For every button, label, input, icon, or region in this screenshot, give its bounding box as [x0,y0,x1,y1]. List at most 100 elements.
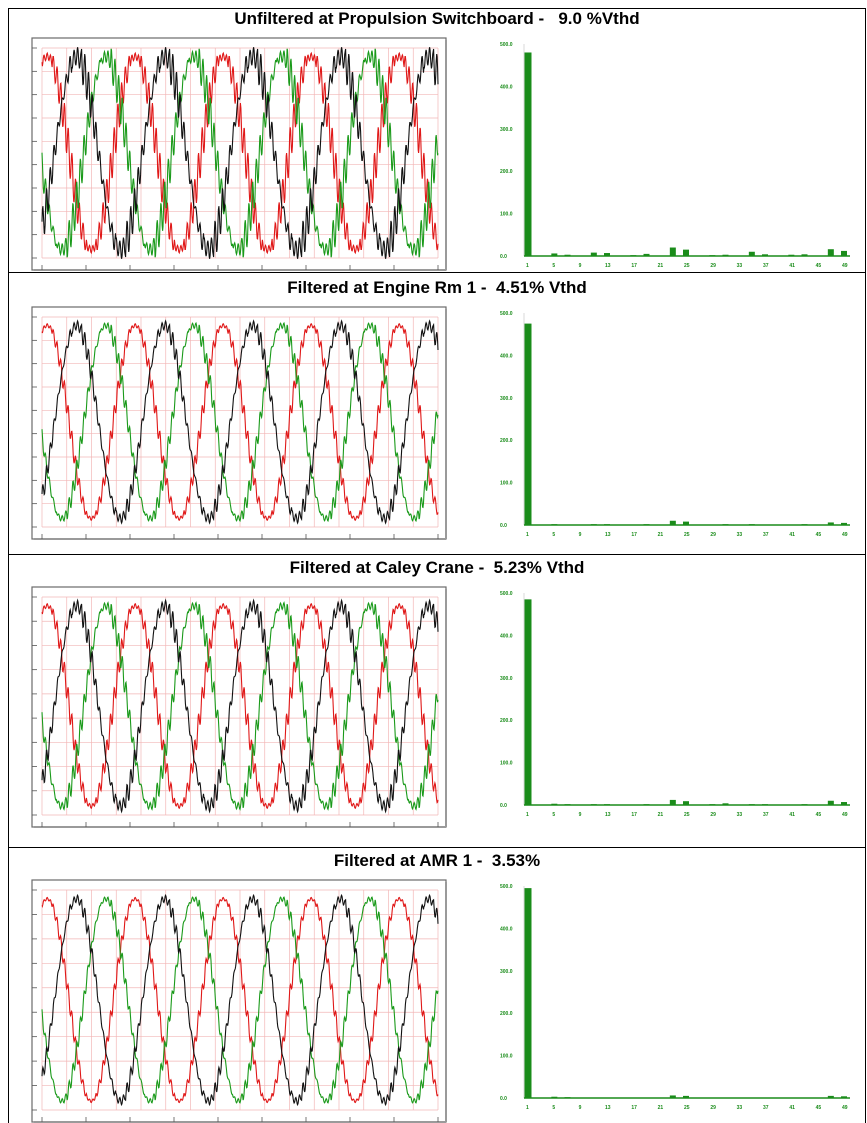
bar-h1 [524,52,532,257]
x-tick-label: 25 [684,263,690,269]
x-tick-label: 13 [605,532,611,538]
waveform-chart [31,306,447,540]
x-tick-label: 49 [842,263,848,269]
bar-h47 [827,1095,834,1098]
y-tick-label: 200.0 [500,718,513,724]
waveform-frame [31,306,447,540]
x-tick-label: 17 [631,812,637,818]
panel-caley-crane: Filtered at Caley Crane - 5.23% Vthd 500… [8,557,866,828]
x-tick-label: 29 [710,812,716,818]
x-tick-label: 29 [710,532,716,538]
bar-h29 [709,255,716,256]
y-tick-label: 300.0 [500,969,513,975]
x-tick-label: 33 [737,812,743,818]
bar-h5 [551,524,558,525]
y-tick-label: 300.0 [500,127,513,133]
bar-h35 [748,251,755,256]
x-tick-label: 9 [579,812,582,818]
bar-h43 [801,804,808,805]
panel-title: Filtered at Caley Crane - 5.23% Vthd [289,558,585,577]
bar-h23 [669,799,676,805]
bar-h49 [841,802,847,805]
waveform-chart [31,586,447,828]
series-line-phase_a [41,896,439,1104]
bar-h25 [683,1095,689,1098]
x-tick-label: 5 [552,1105,555,1111]
table-frame [8,8,866,1123]
series-line-phase_b [41,48,439,258]
bar-h5 [551,1096,558,1098]
bar-h35 [748,804,755,805]
bar-h31 [722,254,729,256]
y-tick-label: 0.0 [500,1096,507,1102]
x-tick-label: 17 [631,263,637,269]
series-line-phase_b [41,321,439,523]
y-tick-label: 100.0 [500,212,513,218]
x-tick-label: 41 [789,812,795,818]
y-tick-label: 100.0 [500,1054,513,1060]
bar-h43 [801,254,808,256]
bar-h35 [748,524,755,525]
series-line-phase_c [41,47,439,259]
bar-h31 [722,524,729,525]
x-tick-label: 29 [710,1105,716,1111]
bar-h13 [604,804,610,805]
bar-h11 [590,524,597,525]
row-divider [8,272,866,273]
bar-h23 [669,247,676,256]
bar-h47 [827,249,834,256]
bar-h49 [841,522,847,525]
x-tick-label: 5 [552,532,555,538]
x-tick-label: 21 [658,1105,664,1111]
row-divider [8,847,866,848]
bar-h13 [604,253,610,256]
series-line-phase_a [41,51,439,255]
bar-h5 [551,253,558,256]
x-tick-label: 1 [526,812,529,818]
harmonic-spectrum-chart: 500.0 400.0 300.0 200.0 100.0 0.0 1 5 9 13 17 21 25 2… [500,311,850,538]
bar-h23 [669,520,676,525]
bar-h11 [590,252,597,256]
x-tick-label: 29 [710,263,716,269]
y-tick-label: 400.0 [500,633,513,639]
bar-h1 [524,323,532,525]
x-tick-label: 33 [737,1105,743,1111]
x-tick-label: 45 [816,532,822,538]
panel-title: Unfiltered at Propulsion Switchboard - 9… [234,9,640,28]
x-tick-label: 9 [579,532,582,538]
panel-title: Filtered at Engine Rm 1 - 4.51% Vthd [287,278,587,297]
y-tick-label: 500.0 [500,884,513,890]
x-tick-label: 37 [763,532,769,538]
harmonic-spectrum-chart: 500.0 400.0 300.0 200.0 100.0 0.0 1 5 9 13 17 21 25 2… [500,42,850,269]
x-tick-label: 17 [631,532,637,538]
bar-h7 [564,1097,571,1098]
waveform-frame [31,37,447,271]
bar-h7 [564,254,571,256]
x-tick-label: 33 [737,532,743,538]
x-tick-label: 5 [552,812,555,818]
y-tick-label: 300.0 [500,396,513,402]
panel-title: Filtered at AMR 1 - 3.53% [333,851,541,870]
waveform-chart [31,879,447,1123]
x-tick-label: 33 [737,263,743,269]
x-tick-label: 21 [658,532,664,538]
series-line-phase_c [41,893,439,1107]
x-tick-label: 21 [658,263,664,269]
bar-h37 [762,254,768,256]
y-tick-label: 500.0 [500,311,513,317]
y-tick-label: 400.0 [500,926,513,932]
bar-h25 [683,521,689,525]
bar-h41 [788,254,795,256]
series-line-phase_b [41,601,439,811]
series-line-phase_a [41,602,439,810]
x-tick-label: 45 [816,263,822,269]
x-tick-label: 9 [579,263,582,269]
bar-h49 [841,1096,847,1098]
harmonic-spectrum-chart: 500.0 400.0 300.0 200.0 100.0 0.0 1 5 9 13 17 21 25 2… [500,884,850,1111]
panel-engine-rm-1: Filtered at Engine Rm 1 - 4.51% Vthd 500… [8,277,866,547]
panel-amr-1: Filtered at AMR 1 - 3.53% 500.0 400.0 300.… [8,850,866,1123]
x-tick-label: 37 [763,1105,769,1111]
y-tick-label: 400.0 [500,353,513,359]
y-tick-label: 100.0 [500,761,513,767]
x-tick-label: 41 [789,263,795,269]
